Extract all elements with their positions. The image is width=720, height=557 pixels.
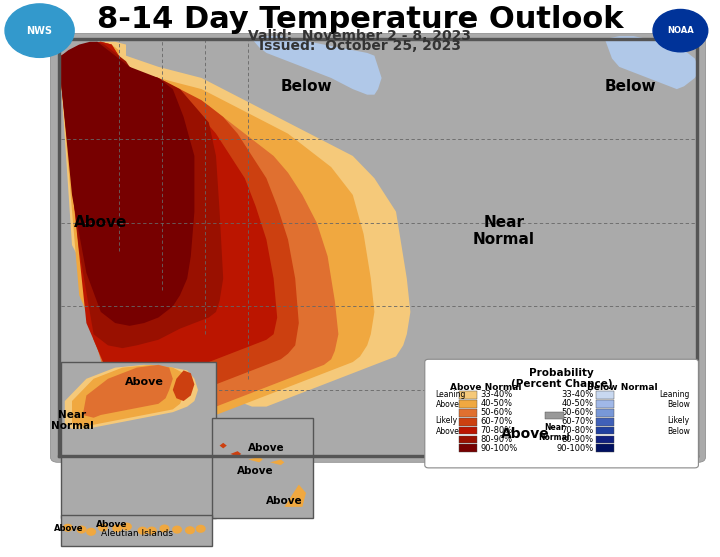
Text: 33-40%: 33-40% [561,390,593,399]
Polygon shape [61,42,338,432]
Polygon shape [83,365,173,418]
Circle shape [138,527,147,534]
Bar [596,418,614,426]
Bar [596,400,614,408]
Text: 80-90%: 80-90% [561,435,593,444]
Text: Above: Above [266,496,302,506]
Polygon shape [230,451,241,457]
Text: 70-80%: 70-80% [480,426,513,435]
Text: 40-50%: 40-50% [480,399,512,408]
Polygon shape [61,42,277,393]
Text: Above: Above [238,466,274,476]
Text: Below: Below [604,79,656,94]
Circle shape [113,525,122,531]
Text: Probability
(Percent Chance): Probability (Percent Chance) [510,368,613,389]
Circle shape [186,527,194,534]
Bar [596,409,614,417]
Text: 8-14 Day Temperature Outlook: 8-14 Day Temperature Outlook [96,5,624,34]
Text: 60-70%: 60-70% [561,417,593,426]
Text: Issued:  October 25, 2023: Issued: October 25, 2023 [259,38,461,53]
Text: 50-60%: 50-60% [561,408,593,417]
Text: Aleutian Islands: Aleutian Islands [101,529,173,538]
Bar [459,391,477,399]
Bar [696,39,698,457]
Polygon shape [270,460,284,465]
Text: 60-70%: 60-70% [480,417,513,426]
Text: Likely
Below: Likely Below [667,417,690,436]
Text: Above: Above [74,216,127,230]
Text: Below: Below [280,79,332,94]
Bar [61,362,216,518]
Text: Leaning
Below: Leaning Below [660,390,690,409]
Text: 70-80%: 70-80% [561,426,593,435]
Text: Above Normal: Above Normal [450,383,522,392]
Circle shape [160,525,168,532]
Circle shape [63,524,72,531]
FancyBboxPatch shape [425,359,698,468]
Polygon shape [284,485,306,507]
Circle shape [77,526,86,533]
Circle shape [173,526,181,533]
Text: NWS: NWS [27,26,53,36]
Text: Above: Above [54,524,83,532]
Bar [459,444,477,452]
Bar [61,515,212,546]
Text: Above: Above [501,427,550,442]
Bar [459,436,477,443]
Text: Above: Above [96,520,127,529]
Polygon shape [490,390,518,454]
Bar [58,39,60,457]
Polygon shape [61,42,194,326]
Polygon shape [72,365,187,426]
Bar [459,418,477,426]
Bar [58,38,698,40]
Text: 40-50%: 40-50% [562,399,593,408]
Text: 50-60%: 50-60% [480,408,513,417]
Text: 33-40%: 33-40% [480,390,513,399]
Text: Near
Normal: Near Normal [50,410,94,431]
Polygon shape [173,370,194,401]
Bar [459,409,477,417]
Polygon shape [65,365,198,429]
Text: 90-100%: 90-100% [556,444,593,453]
Circle shape [87,529,96,535]
Text: Above: Above [248,443,284,453]
Text: Near
Normal: Near Normal [539,423,570,442]
Bar [459,400,477,408]
Polygon shape [605,36,698,89]
Bar [459,427,477,434]
Bar [596,436,614,443]
Text: Below Normal: Below Normal [588,383,658,392]
Text: Leaning
Above: Leaning Above [436,390,466,409]
Bar [596,427,614,434]
Text: 80-90%: 80-90% [480,435,513,444]
FancyBboxPatch shape [50,33,706,462]
Polygon shape [252,36,382,95]
Text: Likely
Above: Likely Above [436,417,459,436]
Bar [58,455,698,457]
Circle shape [122,523,131,530]
Text: Above: Above [125,377,163,387]
Polygon shape [61,42,410,407]
Circle shape [653,9,708,52]
Polygon shape [61,42,299,409]
Bar [212,418,313,518]
Polygon shape [248,457,263,462]
Bar [545,412,564,419]
Text: Valid:  November 2 - 8, 2023: Valid: November 2 - 8, 2023 [248,29,472,43]
Text: Near
Normal: Near Normal [473,215,535,247]
Circle shape [197,525,205,532]
Polygon shape [61,42,374,426]
Bar [596,391,614,399]
Polygon shape [220,443,227,448]
Polygon shape [61,42,223,348]
Circle shape [5,4,74,57]
Circle shape [99,524,107,531]
Bar [596,444,614,452]
Text: NOAA: NOAA [667,26,694,35]
Text: 90-100%: 90-100% [480,444,518,453]
Circle shape [148,527,156,534]
